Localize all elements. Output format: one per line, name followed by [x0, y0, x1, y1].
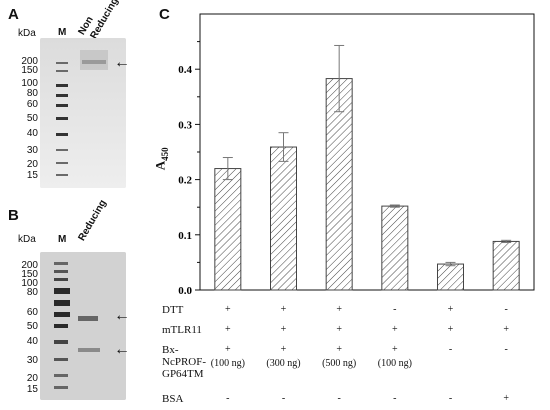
y-tick-label: 0.3 [178, 119, 192, 131]
table-cell: + [503, 324, 509, 335]
panel-b-mw-label: 60 [26, 307, 38, 318]
chart-bars [214, 44, 520, 291]
panel-a-blot-image [40, 38, 126, 188]
row-label-bx-line2: NcPROF- [162, 356, 207, 368]
y-tick-label: 0.4 [178, 64, 192, 76]
table-cell: + [503, 393, 509, 404]
panel-a-mw-label: 15 [26, 170, 38, 181]
panel-a-mw-label: 60 [26, 99, 38, 110]
table-cell: + [336, 344, 342, 355]
table-cell: + [225, 344, 231, 355]
y-tick-label: 0.0 [178, 285, 192, 297]
row-label-bx-line3: GP64TM [162, 368, 204, 380]
panel-a-mw-label: 30 [26, 145, 38, 156]
table-cell-amount: (300 ng) [266, 358, 301, 369]
table-cell: + [392, 324, 398, 335]
panel-b-mw-label: 40 [26, 336, 38, 347]
bar [214, 168, 242, 291]
panel-b-band-arrow-lower: ← [114, 341, 130, 358]
panel-a-mw-label: 80 [26, 88, 38, 99]
panel-b-mw-label: 80 [26, 287, 38, 298]
bar [381, 205, 409, 291]
table-cell: - [448, 344, 453, 355]
table-cell-amount: (100 ng) [377, 358, 412, 369]
table-cell: + [280, 344, 287, 355]
panel-b-kda-label: kDa [18, 234, 36, 245]
panel-a-letter: A [8, 6, 19, 23]
panel-b-mw-label: 30 [26, 355, 38, 366]
panel-a-kda-label: kDa [18, 28, 36, 39]
panel-a-mw-label: 20 [26, 159, 38, 170]
panel-a-blot-graphic [40, 38, 126, 188]
panel-b-marker-lane-label: M [58, 234, 67, 245]
row-label-bsa: BSA [162, 393, 184, 405]
table-cell: - [393, 304, 397, 315]
plot-frame [199, 13, 535, 291]
panel-b-letter: B [8, 207, 19, 224]
table-cell: + [336, 304, 342, 315]
bar [437, 263, 464, 291]
y-tick-label: 0.2 [178, 175, 192, 187]
panel-a-mw-label: 50 [26, 113, 38, 124]
table-cell: - [504, 304, 508, 315]
table-cell: - [393, 393, 397, 404]
y-tick-label: 0.1 [178, 230, 192, 242]
panel-b-mw-label: 15 [26, 384, 38, 395]
table-cell: + [447, 324, 454, 335]
panel-b-mw-label: 100 [21, 278, 38, 289]
panel-b-blot-image [40, 252, 126, 400]
table-cell: - [226, 393, 230, 404]
table-cell-amount: (500 ng) [322, 358, 357, 369]
panel-b-mw-label: 20 [26, 373, 38, 384]
bar [492, 240, 520, 291]
table-cell: + [280, 324, 287, 335]
panel-b-blot-graphic [40, 252, 126, 400]
bar [270, 146, 297, 291]
table-cell: - [448, 393, 453, 404]
chart-axes: 0.0 0.1 0.2 0.3 0.4 [178, 13, 535, 297]
table-cell: + [225, 324, 231, 335]
panel-a-mw-label: 40 [26, 128, 38, 139]
panel-b-mw-label: 200 [21, 260, 38, 271]
panel-a-band-arrow: ← [114, 54, 130, 71]
panel-b-mw-label: 150 [21, 269, 38, 280]
table-cell: + [280, 304, 287, 315]
panel-b-mw-label: 50 [26, 321, 38, 332]
panel-a-marker-lane-label: M [58, 27, 67, 38]
row-label-mtlr11: mTLR11 [162, 324, 202, 336]
bar-chart: 0.0 0.1 0.2 0.3 0.4 [178, 13, 535, 297]
panel-a-mw-label: 150 [21, 65, 38, 76]
row-label-dtt: DTT [162, 304, 184, 316]
table-cell: + [336, 324, 342, 335]
table-cell: + [447, 304, 454, 315]
panel-a-mw-label: 200 [21, 56, 38, 67]
table-cell: + [392, 344, 398, 355]
panel-c-letter: C [159, 6, 170, 23]
table-cell: - [281, 393, 286, 404]
table-cell: + [225, 304, 231, 315]
table-cell: - [504, 344, 508, 355]
table-cell-amount: (100 ng) [210, 358, 245, 369]
panel-b-band-arrow-upper: ← [114, 307, 130, 324]
table-cell: - [337, 393, 341, 404]
row-label-bx-line1: Bx- [162, 344, 179, 356]
panel-a-mw-label: 100 [21, 78, 38, 89]
bar [325, 78, 353, 291]
panel-b-lane-label-reducing: Reducing [76, 198, 109, 243]
